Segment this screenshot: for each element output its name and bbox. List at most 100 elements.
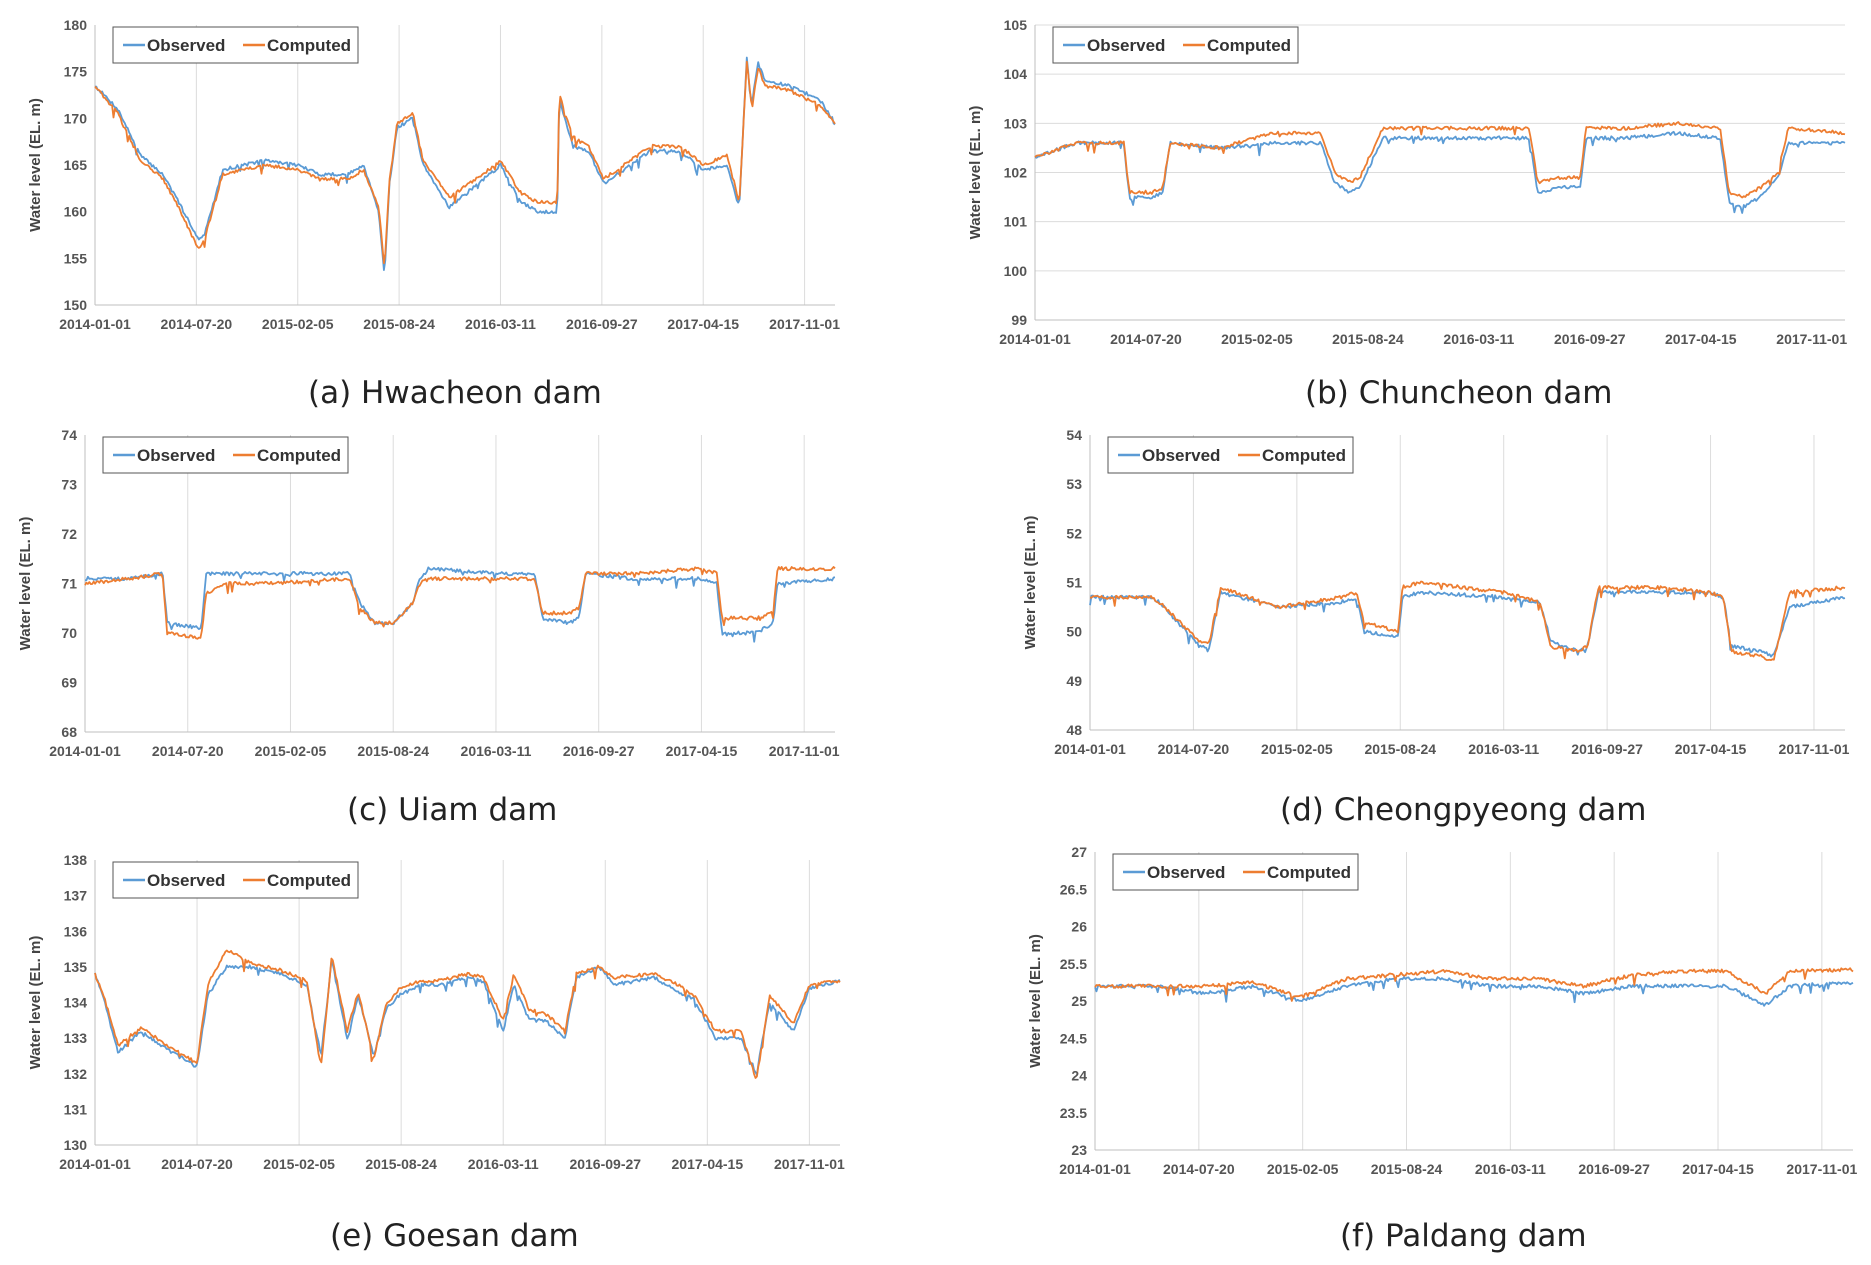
chart-svg-b: 99 100 101 102 103 104 105 2014-01-01 2014-07-20… xyxy=(967,17,1847,347)
legend: Observed Computed xyxy=(1107,436,1354,474)
legend-label-computed: Computed xyxy=(267,36,351,55)
x-tick-label: 2017-11-01 xyxy=(1786,1161,1857,1177)
legend: Observed Computed xyxy=(1112,853,1359,891)
x-tick-label: 2017-11-01 xyxy=(769,316,840,332)
chart-svg-f: 23 23.5 24 24.5 25 25.5 26 26.5 27 2014-01-01 2014… xyxy=(1027,844,1857,1177)
chart-panel-b: 99 100 101 102 103 104 105 2014-01-01 2014-07-20… xyxy=(935,0,1871,420)
x-tick-label: 2016-09-27 xyxy=(569,1156,641,1172)
y-tick-label: 23 xyxy=(1071,1142,1087,1158)
y-tick-label: 99 xyxy=(1011,312,1027,328)
series-line-computed xyxy=(1094,967,1854,1002)
y-tick-label: 54 xyxy=(1066,427,1082,443)
y-axis-title: Water level (EL. m) xyxy=(27,98,44,232)
x-tick-label: 2017-04-15 xyxy=(667,316,739,332)
x-tick-label: 2015-08-24 xyxy=(1364,741,1436,757)
legend-box xyxy=(1052,26,1299,64)
x-tick-label: 2014-01-01 xyxy=(59,1156,131,1172)
x-tick-label: 2017-04-15 xyxy=(672,1156,744,1172)
series-line-observed xyxy=(84,566,836,643)
x-tick-label: 2014-01-01 xyxy=(59,316,131,332)
y-tick-label: 133 xyxy=(64,1030,88,1046)
y-tick-label: 53 xyxy=(1066,476,1082,492)
y-tick-label: 130 xyxy=(64,1137,88,1153)
legend-label-computed: Computed xyxy=(257,446,341,465)
y-tick-label: 160 xyxy=(64,204,88,220)
x-tick-label: 2017-04-15 xyxy=(666,743,738,759)
series-line-observed xyxy=(1094,975,1854,1007)
y-tick-label: 24.5 xyxy=(1060,1030,1087,1046)
legend: Observed Computed xyxy=(112,26,359,64)
series-line-computed xyxy=(1089,580,1846,662)
x-tick-label: 2017-04-15 xyxy=(1682,1161,1754,1177)
series-line-computed xyxy=(84,565,836,640)
y-tick-label: 136 xyxy=(64,923,88,939)
y-tick-label: 135 xyxy=(64,959,88,975)
chart-panel-a: 150 155 160 165 170 175 180 2014-01-01 2014-07-2… xyxy=(0,0,860,420)
legend-label-observed: Observed xyxy=(147,36,225,55)
y-tick-label: 134 xyxy=(64,995,88,1011)
gridlines xyxy=(187,435,805,732)
x-tick-label: 2014-07-20 xyxy=(161,1156,233,1172)
legend-label-computed: Computed xyxy=(1267,863,1351,882)
x-tick-label: 2016-09-27 xyxy=(1554,331,1626,347)
legend-label-observed: Observed xyxy=(1147,863,1225,882)
series-line-computed xyxy=(94,949,841,1079)
gridlines xyxy=(1192,435,1815,730)
x-tick-label: 2015-02-05 xyxy=(263,1156,335,1172)
series-line-computed xyxy=(94,60,836,265)
y-tick-label: 25.5 xyxy=(1060,956,1087,972)
x-tick-label: 2015-08-24 xyxy=(357,743,429,759)
y-tick-label: 165 xyxy=(64,157,88,173)
y-tick-label: 105 xyxy=(1004,17,1028,33)
legend-box xyxy=(102,436,349,474)
y-tick-label: 51 xyxy=(1066,575,1082,591)
x-tick-label: 2015-08-24 xyxy=(365,1156,437,1172)
y-tick-label: 155 xyxy=(64,250,88,266)
y-tick-label: 104 xyxy=(1004,66,1028,82)
legend-label-observed: Observed xyxy=(147,871,225,890)
y-tick-label: 131 xyxy=(64,1101,88,1117)
x-tick-label: 2016-03-11 xyxy=(461,743,532,759)
y-tick-label: 26 xyxy=(1071,919,1087,935)
gridlines xyxy=(196,860,810,1145)
y-tick-label: 50 xyxy=(1066,624,1082,640)
chart-caption-c: (c) Uiam dam xyxy=(347,792,558,828)
y-tick-label: 73 xyxy=(61,477,77,493)
x-tick-label: 2014-07-20 xyxy=(161,316,233,332)
x-tick-label: 2016-09-27 xyxy=(1578,1161,1650,1177)
series-line-observed xyxy=(94,56,836,272)
x-tick-label: 2016-03-11 xyxy=(1443,331,1514,347)
x-tick-label: 2014-01-01 xyxy=(1059,1161,1131,1177)
x-tick-label: 2016-03-11 xyxy=(465,316,536,332)
x-tick-label: 2017-04-15 xyxy=(1675,741,1747,757)
x-tick-label: 2015-02-05 xyxy=(262,316,334,332)
series-line-computed xyxy=(1034,121,1846,199)
x-tick-label: 2015-08-24 xyxy=(1332,331,1404,347)
legend-label-observed: Observed xyxy=(137,446,215,465)
chart-caption-e: (e) Goesan dam xyxy=(330,1218,579,1254)
legend-label-observed: Observed xyxy=(1087,36,1165,55)
y-tick-label: 24 xyxy=(1071,1068,1087,1084)
chart-svg-c: 68 69 70 71 72 73 74 2014-01-01 2014-07-20 2015-0… xyxy=(17,427,840,759)
y-tick-label: 49 xyxy=(1066,673,1082,689)
x-tick-label: 2016-09-27 xyxy=(1571,741,1643,757)
x-tick-label: 2015-08-24 xyxy=(1371,1161,1443,1177)
chart-svg-d: 48 49 50 51 52 53 54 2014-01-01 2014-07-20 2015-0… xyxy=(1022,427,1850,757)
chart-svg-e: 130 131 132 133 134 135 136 137 138 2014-01-01 201… xyxy=(27,852,845,1172)
y-tick-label: 150 xyxy=(64,297,88,313)
legend: Observed Computed xyxy=(112,861,359,899)
chart-caption-d: (d) Cheongpyeong dam xyxy=(1280,792,1647,828)
y-tick-label: 71 xyxy=(61,576,77,592)
y-tick-label: 170 xyxy=(64,110,88,126)
y-tick-label: 68 xyxy=(61,724,77,740)
y-tick-label: 70 xyxy=(61,625,77,641)
x-tick-label: 2014-01-01 xyxy=(1054,741,1126,757)
legend-box xyxy=(1112,853,1359,891)
y-tick-label: 23.5 xyxy=(1060,1105,1087,1121)
series-line-observed xyxy=(94,960,841,1076)
x-tick-label: 2016-09-27 xyxy=(563,743,635,759)
chart-panel-d: 48 49 50 51 52 53 54 2014-01-01 2014-07-20 2015-0… xyxy=(935,425,1871,845)
y-tick-label: 72 xyxy=(61,526,77,542)
y-tick-label: 175 xyxy=(64,64,88,80)
x-tick-label: 2014-07-20 xyxy=(1158,741,1230,757)
